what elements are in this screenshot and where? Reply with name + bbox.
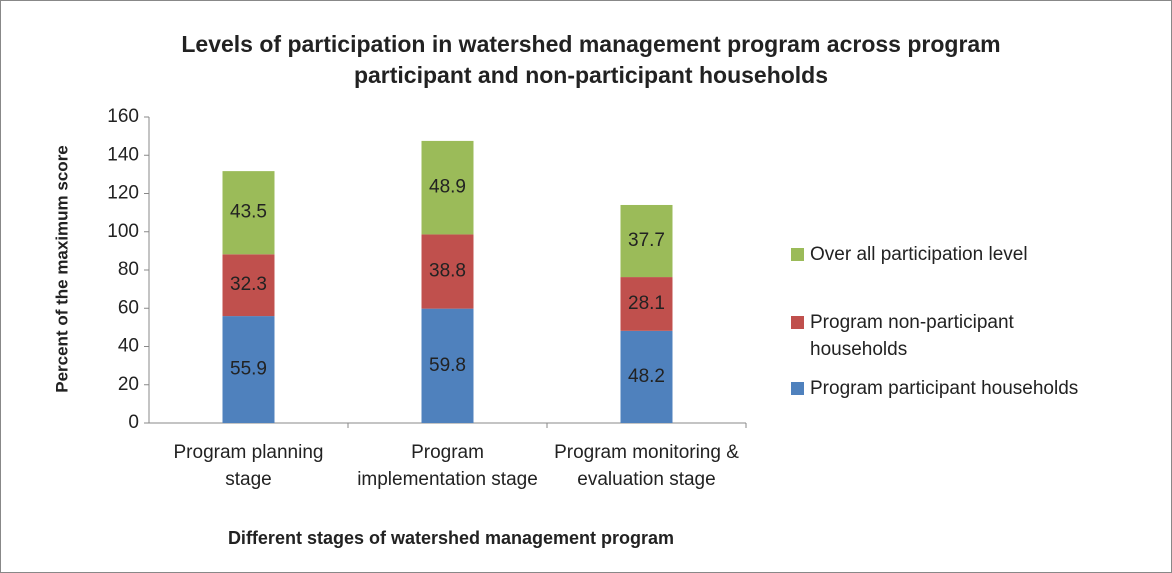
y-tick-label: 0 xyxy=(128,412,139,433)
y-tick-label: 120 xyxy=(107,183,139,204)
x-axis-title: Different stages of watershed management… xyxy=(227,528,675,548)
value-label: 37.7 xyxy=(628,230,665,251)
bar-segment xyxy=(421,140,474,235)
value-label: 48.2 xyxy=(628,366,665,387)
value-label: 43.5 xyxy=(230,202,267,223)
value-label: 59.8 xyxy=(429,355,466,376)
value-label: 28.1 xyxy=(628,293,665,314)
y-tick-label: 140 xyxy=(107,144,139,165)
bar-segment xyxy=(421,308,474,423)
value-label: 48.9 xyxy=(429,177,466,198)
bar-segment xyxy=(222,316,275,423)
legend-label: Program non-participant households xyxy=(810,312,1014,360)
x-tick-label: Program planning stage xyxy=(173,442,324,490)
x-tick-label: Program implementation stage xyxy=(357,442,538,490)
y-tick-label: 40 xyxy=(118,336,139,357)
bar-segment xyxy=(222,171,275,255)
legend-swatch xyxy=(791,248,804,261)
y-axis-title: Percent of the maximum score xyxy=(52,145,71,393)
y-tick-label: 160 xyxy=(107,106,139,127)
bar-segment xyxy=(222,254,275,317)
y-tick-label: 60 xyxy=(118,297,139,318)
bar-segment xyxy=(620,277,673,331)
bar-segment xyxy=(421,234,474,309)
value-label: 55.9 xyxy=(230,359,267,380)
y-tick-label: 80 xyxy=(118,259,139,280)
chart-title: Levels of participation in watershed man… xyxy=(181,31,1001,88)
legend-swatch xyxy=(791,316,804,329)
value-label: 38.8 xyxy=(429,261,466,282)
legend-label: Program participant households xyxy=(810,378,1079,399)
bar-segment xyxy=(620,330,673,423)
x-tick-label: Program monitoring & evaluation stage xyxy=(554,442,739,490)
y-tick-label: 20 xyxy=(118,374,139,395)
legend-label: Over all participation level xyxy=(810,244,1028,265)
value-label: 32.3 xyxy=(230,274,267,295)
legend-swatch xyxy=(791,382,804,395)
y-tick-label: 100 xyxy=(107,221,139,242)
bar-segment xyxy=(620,204,673,278)
